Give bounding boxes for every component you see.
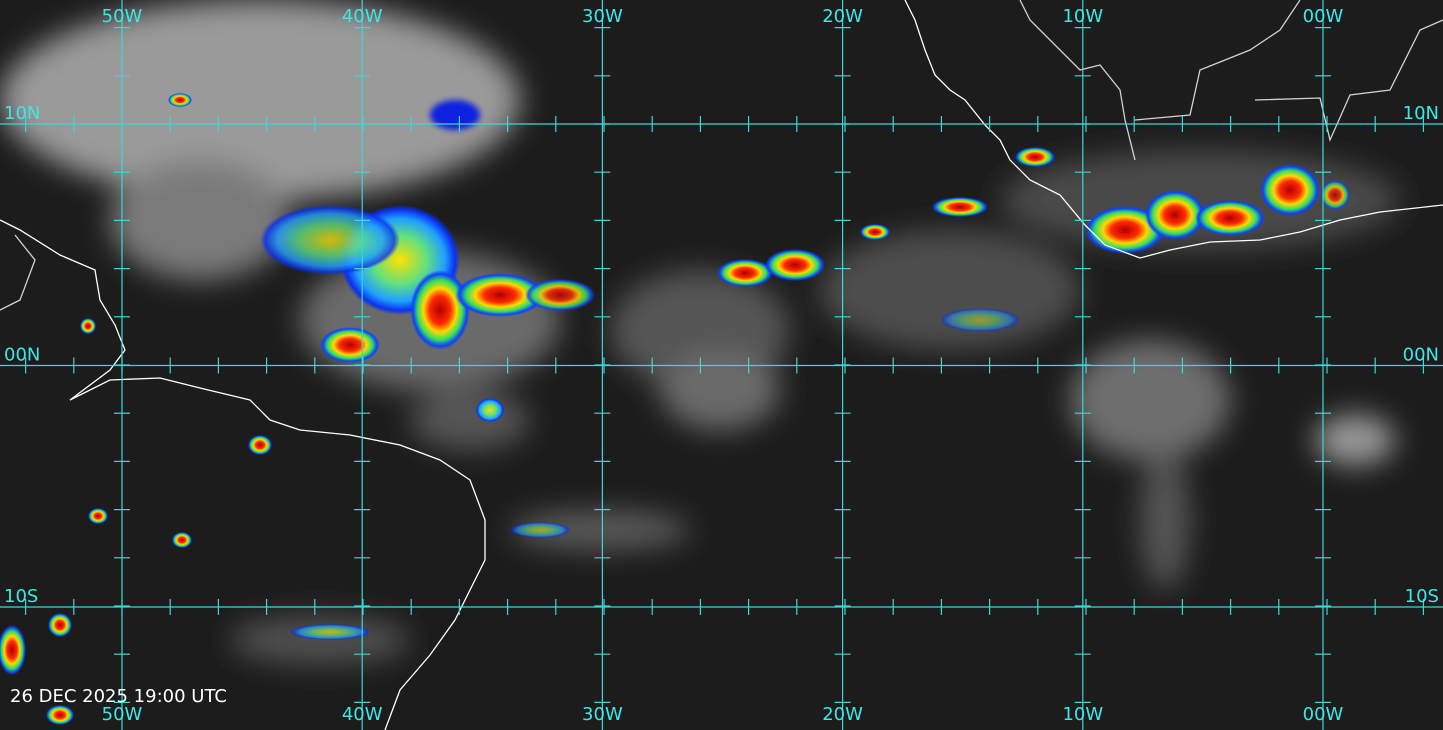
longitude-label-top: 10W	[1062, 6, 1103, 27]
longitude-label-top: 30W	[582, 6, 623, 27]
longitude-label-top: 00W	[1303, 6, 1344, 27]
convection	[0, 93, 1350, 725]
latitude-label-left: 10S	[4, 586, 38, 607]
longitude-label-top: 20W	[822, 6, 863, 27]
longitude-label-bottom: 10W	[1062, 704, 1103, 725]
timestamp: 26 DEC 2025 19:00 UTC	[10, 686, 227, 707]
latitude-label-right: 00N	[1403, 345, 1439, 366]
longitude-label-bottom: 50W	[102, 704, 143, 725]
latitude-label-left: 10N	[4, 103, 40, 124]
latitude-label-right: 10S	[1405, 586, 1439, 607]
longitude-label-bottom: 20W	[822, 704, 863, 725]
longitude-label-bottom: 40W	[342, 704, 383, 725]
latitude-label-right: 10N	[1403, 103, 1439, 124]
longitude-label-bottom: 30W	[582, 704, 623, 725]
longitude-label-bottom: 00W	[1303, 704, 1344, 725]
longitude-label-top: 40W	[342, 6, 383, 27]
longitude-label-top: 50W	[102, 6, 143, 27]
latitude-label-left: 00N	[4, 345, 40, 366]
